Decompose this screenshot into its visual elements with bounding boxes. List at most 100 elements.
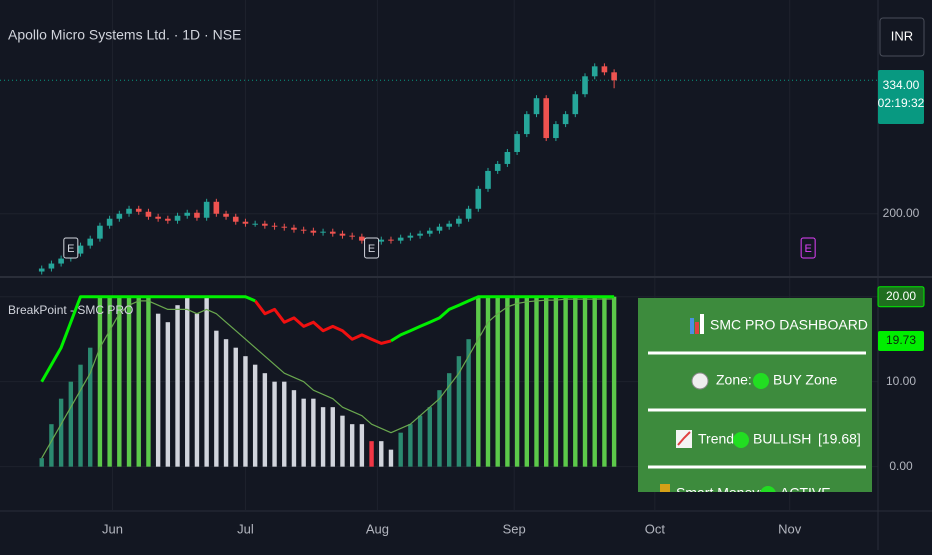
candle-body: [320, 231, 326, 233]
histogram-bar: [514, 296, 520, 467]
candle-body: [87, 238, 94, 246]
x-tick-label: Aug: [366, 521, 389, 536]
histogram-bar: [446, 373, 452, 467]
histogram-bar: [495, 296, 500, 467]
histogram-bar: [379, 441, 384, 467]
histogram-bar: [301, 398, 306, 467]
symbol-title: Apollo Micro Systems Ltd. · 1D · NSE: [8, 27, 241, 43]
candle-body: [494, 163, 501, 171]
histogram-bar: [282, 381, 287, 467]
histogram-bar: [117, 296, 122, 467]
histogram-bar: [185, 296, 190, 467]
candle-body: [388, 239, 394, 241]
trend-value: BULLISH: [753, 431, 811, 447]
dashboard: SMC PRO DASHBOARD Zone: BUY Zone Trend: …: [638, 298, 872, 501]
candle-body: [349, 235, 355, 237]
indicator-line: [41, 298, 615, 459]
x-tick-label: Nov: [778, 521, 802, 536]
dashboard-title: SMC PRO DASHBOARD: [710, 317, 868, 333]
dashboard-bg: [638, 298, 872, 492]
histogram-bar: [214, 330, 219, 467]
candle-body: [582, 76, 588, 95]
histogram-bar: [78, 364, 83, 467]
event-label: E: [804, 243, 811, 255]
candle-body: [417, 233, 423, 236]
indicator-title: BreakPoint - SMC PRO: [8, 303, 133, 317]
candle-body: [553, 124, 559, 139]
histogram-bar: [291, 390, 297, 467]
histogram-bar: [58, 398, 64, 467]
smart-money-value: ACTIVE: [780, 485, 831, 501]
candle-body: [48, 263, 55, 269]
histogram-bar: [417, 415, 423, 467]
last-price: 334.00: [883, 78, 920, 92]
candle-body: [77, 245, 84, 254]
currency[interactable]: INR: [891, 28, 913, 43]
histogram-bar: [524, 296, 529, 467]
histogram-bar: [136, 296, 141, 467]
histogram-bar: [563, 296, 568, 467]
event-marker: [800, 237, 816, 259]
candle-body: [58, 258, 64, 264]
last-value: 19.73: [886, 333, 916, 347]
histogram-bar: [311, 398, 316, 467]
candle-body: [184, 212, 191, 216]
candle-body: [397, 237, 404, 241]
candle-body: [611, 72, 617, 81]
histogram-bar: [320, 407, 326, 467]
candle-body: [310, 230, 317, 233]
candle-body: [475, 188, 482, 209]
candle-body: [378, 239, 385, 242]
y-tick-label: 20.00: [886, 289, 916, 303]
histogram-bar: [592, 296, 597, 467]
histogram-bar: [437, 390, 442, 467]
histogram-bar: [49, 424, 54, 467]
candle-body: [591, 66, 598, 77]
histogram-bar: [427, 407, 432, 467]
candle-body: [436, 226, 443, 231]
histogram-bar: [485, 296, 491, 467]
icon: [760, 486, 776, 492]
candle-body: [504, 151, 511, 164]
histogram-bar: [456, 356, 462, 467]
candle-body: [407, 235, 414, 238]
candle-body: [203, 201, 210, 218]
currency-box[interactable]: [879, 17, 925, 57]
histogram-bar: [466, 339, 471, 467]
histogram-bar: [107, 296, 112, 467]
candle-body: [329, 231, 336, 234]
icon: [753, 373, 769, 389]
histogram-bar: [553, 296, 559, 467]
histogram-bar: [233, 347, 238, 467]
histogram-bar: [369, 441, 374, 467]
event-marker: [63, 237, 79, 259]
trend-label: Trend:: [698, 431, 738, 447]
candle-body: [223, 213, 229, 217]
histogram-bar: [544, 296, 549, 467]
candle-body: [126, 208, 132, 214]
candle-body: [572, 94, 579, 115]
histogram-bar: [340, 415, 345, 467]
candle-body: [562, 114, 569, 125]
icon: [700, 314, 704, 334]
histogram-bar: [155, 313, 161, 467]
candle-body: [106, 218, 113, 226]
histogram-bar: [330, 407, 335, 467]
candle-body: [300, 229, 307, 231]
histogram-bar: [398, 432, 403, 467]
histogram-bar: [146, 296, 151, 467]
candle-body: [242, 221, 249, 224]
candle-body: [213, 201, 220, 214]
histogram-bar: [165, 322, 171, 467]
histogram-bar: [408, 424, 413, 467]
icon: [660, 484, 670, 492]
candle-body: [359, 236, 365, 241]
candle-body: [446, 223, 452, 227]
smart-money-label: Smart Money:: [676, 485, 763, 501]
candle-body: [426, 230, 433, 234]
y-tick-label: 200.00: [883, 206, 920, 220]
trend-score: [19.68]: [818, 431, 861, 447]
candle-body: [174, 215, 181, 221]
last-price-box: [878, 70, 924, 124]
